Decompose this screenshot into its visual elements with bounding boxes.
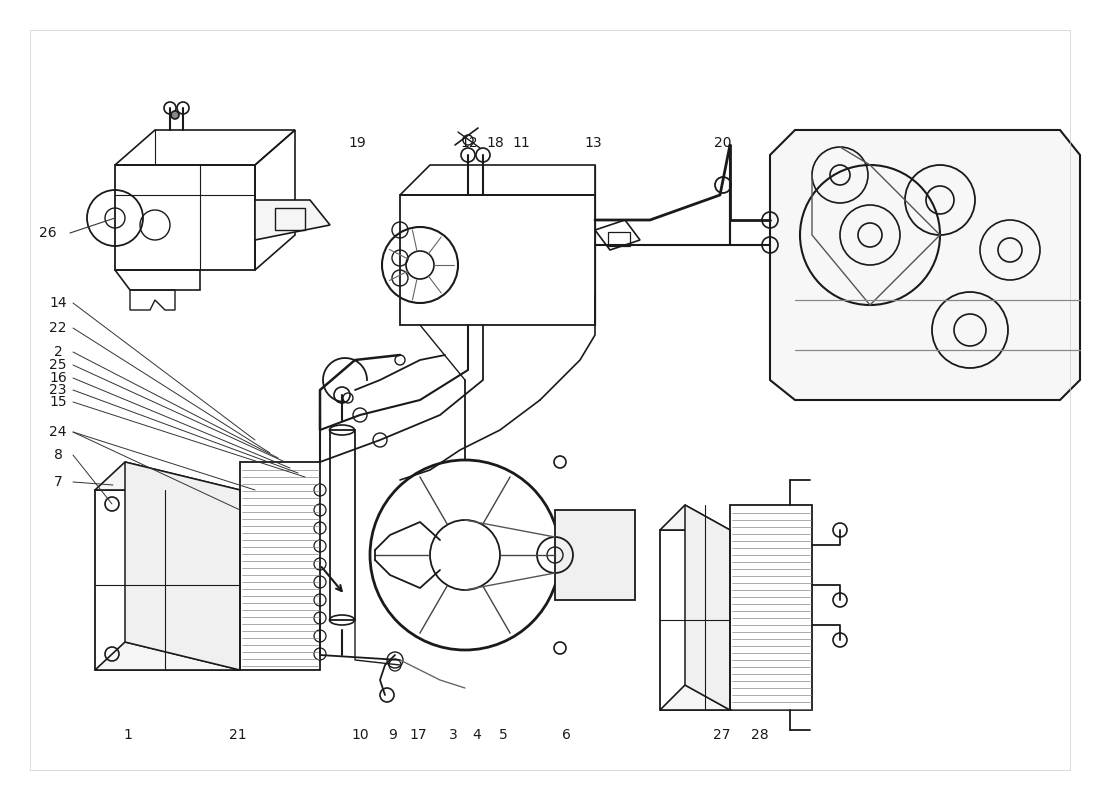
- Bar: [730, 505, 812, 710]
- Polygon shape: [125, 462, 240, 670]
- Text: 23: 23: [50, 383, 67, 397]
- Text: 22: 22: [50, 321, 67, 335]
- Polygon shape: [255, 200, 330, 240]
- Text: 1: 1: [123, 728, 132, 742]
- Bar: [275, 208, 305, 230]
- Text: 26: 26: [40, 226, 57, 240]
- Text: 28: 28: [751, 728, 769, 742]
- Text: 12: 12: [460, 136, 477, 150]
- Bar: [608, 232, 630, 246]
- Text: 16: 16: [50, 371, 67, 385]
- Polygon shape: [685, 505, 730, 710]
- Circle shape: [170, 111, 179, 119]
- Bar: [556, 510, 635, 600]
- Text: 15: 15: [50, 395, 67, 409]
- Text: 7: 7: [54, 475, 63, 489]
- Text: 4: 4: [473, 728, 482, 742]
- Bar: [400, 195, 595, 325]
- Text: 8: 8: [54, 448, 63, 462]
- Text: 24: 24: [50, 425, 67, 439]
- Polygon shape: [95, 462, 240, 490]
- Text: 9: 9: [388, 728, 397, 742]
- Text: 25: 25: [50, 358, 67, 372]
- Text: 14: 14: [50, 296, 67, 310]
- Text: 21: 21: [229, 728, 246, 742]
- Text: 13: 13: [584, 136, 602, 150]
- Polygon shape: [95, 642, 240, 670]
- Text: 2: 2: [54, 345, 63, 359]
- Polygon shape: [770, 130, 1080, 400]
- Bar: [116, 165, 255, 270]
- Text: 11: 11: [513, 136, 530, 150]
- Polygon shape: [660, 505, 730, 530]
- Text: 17: 17: [409, 728, 427, 742]
- Text: 5: 5: [498, 728, 507, 742]
- Text: 10: 10: [351, 728, 369, 742]
- Text: 19: 19: [348, 136, 366, 150]
- Bar: [240, 462, 320, 670]
- Text: 3: 3: [449, 728, 458, 742]
- Polygon shape: [660, 685, 730, 710]
- Text: 18: 18: [486, 136, 504, 150]
- Text: 27: 27: [713, 728, 730, 742]
- Text: 20: 20: [714, 136, 732, 150]
- Text: 6: 6: [562, 728, 571, 742]
